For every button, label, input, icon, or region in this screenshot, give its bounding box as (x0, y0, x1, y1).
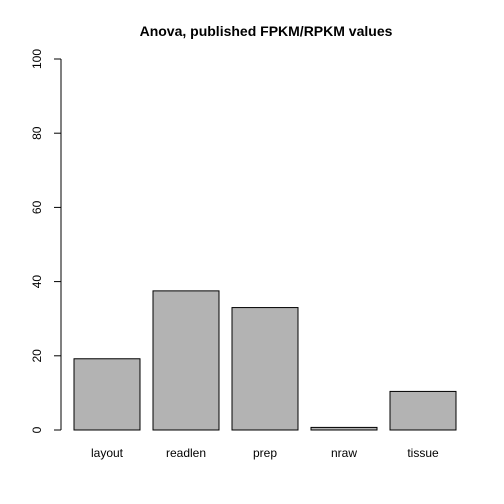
y-tick-label: 60 (30, 200, 44, 214)
x-category-label: nraw (331, 446, 357, 460)
x-category-label: layout (91, 446, 124, 460)
y-tick-label: 80 (30, 126, 44, 140)
bar-prep (231, 307, 299, 431)
y-tick-label: 20 (30, 349, 44, 363)
y-tick-label: 100 (30, 49, 44, 69)
x-category-label: readlen (166, 446, 206, 460)
y-tick-label: 0 (30, 426, 44, 433)
chart-title: Anova, published FPKM/RPKM values (140, 23, 393, 39)
bar-layout (73, 358, 141, 431)
bar-tissue (389, 390, 457, 431)
x-category-label: prep (253, 446, 277, 460)
bar-nraw (310, 426, 378, 431)
bars-group (73, 290, 457, 431)
y-axis: 0 20 40 60 80 100 (30, 49, 62, 433)
y-tick-label: 40 (30, 275, 44, 289)
x-axis-labels: layout readlen prep nraw tissue (91, 446, 439, 460)
bar-readlen (152, 290, 220, 431)
x-category-label: tissue (407, 446, 439, 460)
